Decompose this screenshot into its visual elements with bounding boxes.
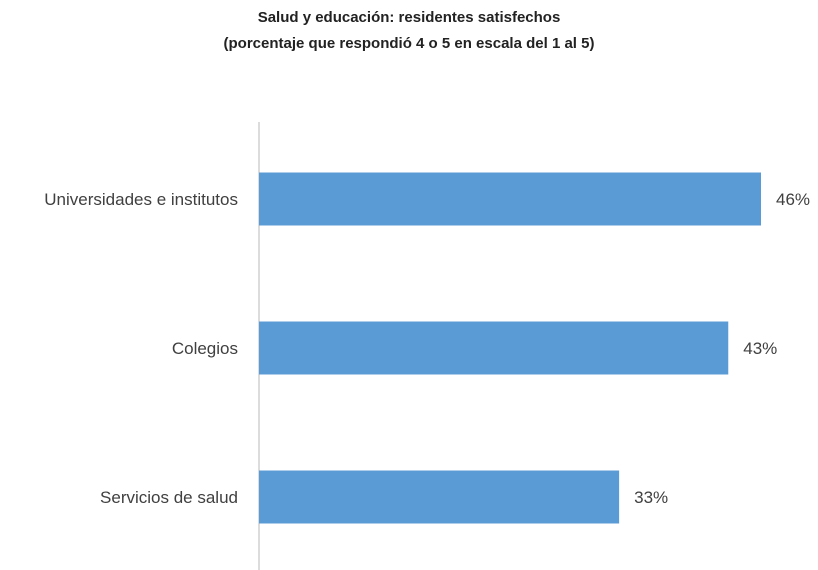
data-label: 33% [634,488,668,507]
category-label: Universidades e institutos [44,190,238,209]
chart-title: Salud y educación: residentes satisfecho… [257,9,561,26]
data-label: 46% [776,190,810,209]
category-label: Servicios de salud [100,488,238,507]
bar [259,470,620,524]
bar [259,172,761,226]
bar [259,321,729,375]
category-label: Colegios [172,339,238,358]
chart-subtitle: (porcentaje que respondió 4 o 5 en escal… [223,35,595,52]
data-label: 43% [743,339,777,358]
